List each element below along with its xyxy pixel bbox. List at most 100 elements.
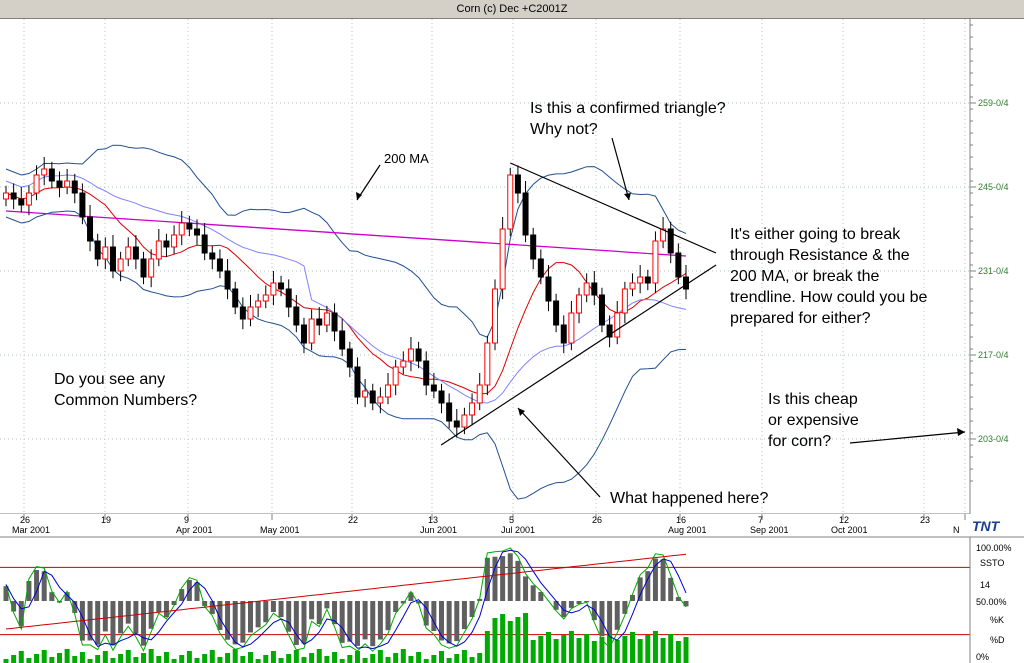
osc-histogram-bar <box>622 601 628 614</box>
candle-body <box>568 312 575 344</box>
volume-bar <box>530 640 536 663</box>
volume-bar <box>56 653 62 663</box>
volume-bar <box>591 641 597 663</box>
volume-bar <box>225 653 231 663</box>
candle-body <box>163 240 170 248</box>
x-tick-day: 22 <box>348 515 358 525</box>
volume-bar <box>599 637 605 663</box>
candle-body <box>232 288 239 308</box>
osc-histogram-bar <box>263 601 269 623</box>
osc-histogram-bar <box>683 601 689 607</box>
osc-level-0: 0% <box>976 652 989 662</box>
volume-bar <box>133 657 139 663</box>
x-tick-day: 16 <box>676 515 686 525</box>
volume-bar <box>683 637 689 663</box>
osc-histogram-bar <box>133 601 139 634</box>
osc-histogram-bar <box>270 601 276 613</box>
x-tick-day: 19 <box>101 515 111 525</box>
volume-bar <box>18 651 24 663</box>
osc-histogram-bar <box>385 601 391 631</box>
osc-histogram-bar <box>660 559 666 601</box>
osc-histogram-bar <box>568 601 574 608</box>
x-tick-month: May 2001 <box>260 525 300 535</box>
osc-histogram-bar <box>400 601 406 604</box>
volume-bar <box>362 658 368 663</box>
osc-histogram-bar <box>217 601 223 630</box>
osc-histogram-bar <box>110 601 116 646</box>
candle-body <box>553 300 560 326</box>
osc-histogram-bar <box>584 601 590 603</box>
ma200-arrow <box>356 164 381 201</box>
volume-bar <box>293 650 299 663</box>
osc-histogram-bar <box>301 601 307 644</box>
osc-histogram-bar <box>156 601 162 613</box>
osc-histogram-bar <box>26 581 32 601</box>
candle-body <box>262 294 269 302</box>
volume-bar <box>41 650 47 663</box>
osc-histogram-bar <box>553 601 559 610</box>
volume-bar <box>545 632 551 663</box>
volume-bar <box>339 659 345 663</box>
candle-body <box>346 348 353 368</box>
candle-body <box>415 348 422 362</box>
volume-bar <box>286 654 292 663</box>
osc-histogram-bar <box>286 601 292 632</box>
candle-body <box>293 306 300 326</box>
osc-histogram-bar <box>232 601 238 645</box>
candle-body <box>125 246 132 260</box>
osc-histogram-bar <box>431 601 437 632</box>
volume-bar <box>34 654 40 663</box>
candle-body <box>377 396 384 404</box>
volume-bar <box>477 653 483 663</box>
osc-histogram-bar <box>377 601 383 640</box>
volume-bar <box>202 654 208 663</box>
x-tick-month: N <box>953 525 960 535</box>
d-line <box>5 549 687 650</box>
volume-bar <box>141 653 147 663</box>
osc-histogram-bar <box>194 582 200 601</box>
candle-body <box>300 324 307 344</box>
candle-body <box>614 312 621 338</box>
volume-bar <box>416 652 422 663</box>
volume-bar <box>538 636 544 663</box>
osc-histogram-bar <box>102 601 108 632</box>
y-tick-label: 203-0/4 <box>978 434 1009 444</box>
osc-histogram-bar <box>118 601 124 634</box>
volume-bar <box>461 650 467 663</box>
candle-body <box>316 318 323 326</box>
osc-histogram-bar <box>171 601 177 605</box>
volume-bar <box>668 634 674 663</box>
candle-body <box>652 240 659 284</box>
x-tick-day: 13 <box>428 515 438 525</box>
triangle-arrow <box>611 137 630 201</box>
candle-body <box>369 390 376 404</box>
x-tick-month: Sep 2001 <box>750 525 789 535</box>
window-title: Corn (c) Dec +C2001Z <box>0 0 1024 19</box>
candle-body <box>606 324 613 338</box>
osc-histogram-bar <box>209 601 215 615</box>
volume-bar <box>446 658 452 663</box>
candle-body <box>64 180 71 188</box>
volume-bar <box>3 659 9 663</box>
osc-histogram-bar <box>637 577 643 601</box>
osc-histogram-bar <box>18 601 24 627</box>
volume-bar <box>431 655 437 663</box>
candle-body <box>194 228 201 236</box>
candle-body <box>323 312 330 326</box>
candle-body <box>400 360 407 368</box>
candle-body <box>278 282 285 290</box>
k-line <box>5 547 687 652</box>
osc-histogram-bar <box>469 601 475 617</box>
candle-body <box>117 258 124 272</box>
osc-histogram-bar <box>41 571 47 601</box>
candle-body <box>430 384 437 392</box>
triangle-question: Is this a confirmed triangle? Why not? <box>530 100 726 138</box>
breakout-question: It's either going to break through Resis… <box>730 226 928 327</box>
candle-body <box>171 234 178 248</box>
volume-bar <box>660 638 666 663</box>
osc-histogram-bar <box>492 556 498 601</box>
candle-body <box>216 258 223 272</box>
volume-bar <box>332 652 338 663</box>
volume-bar <box>385 657 391 663</box>
volume-bar <box>118 654 124 663</box>
